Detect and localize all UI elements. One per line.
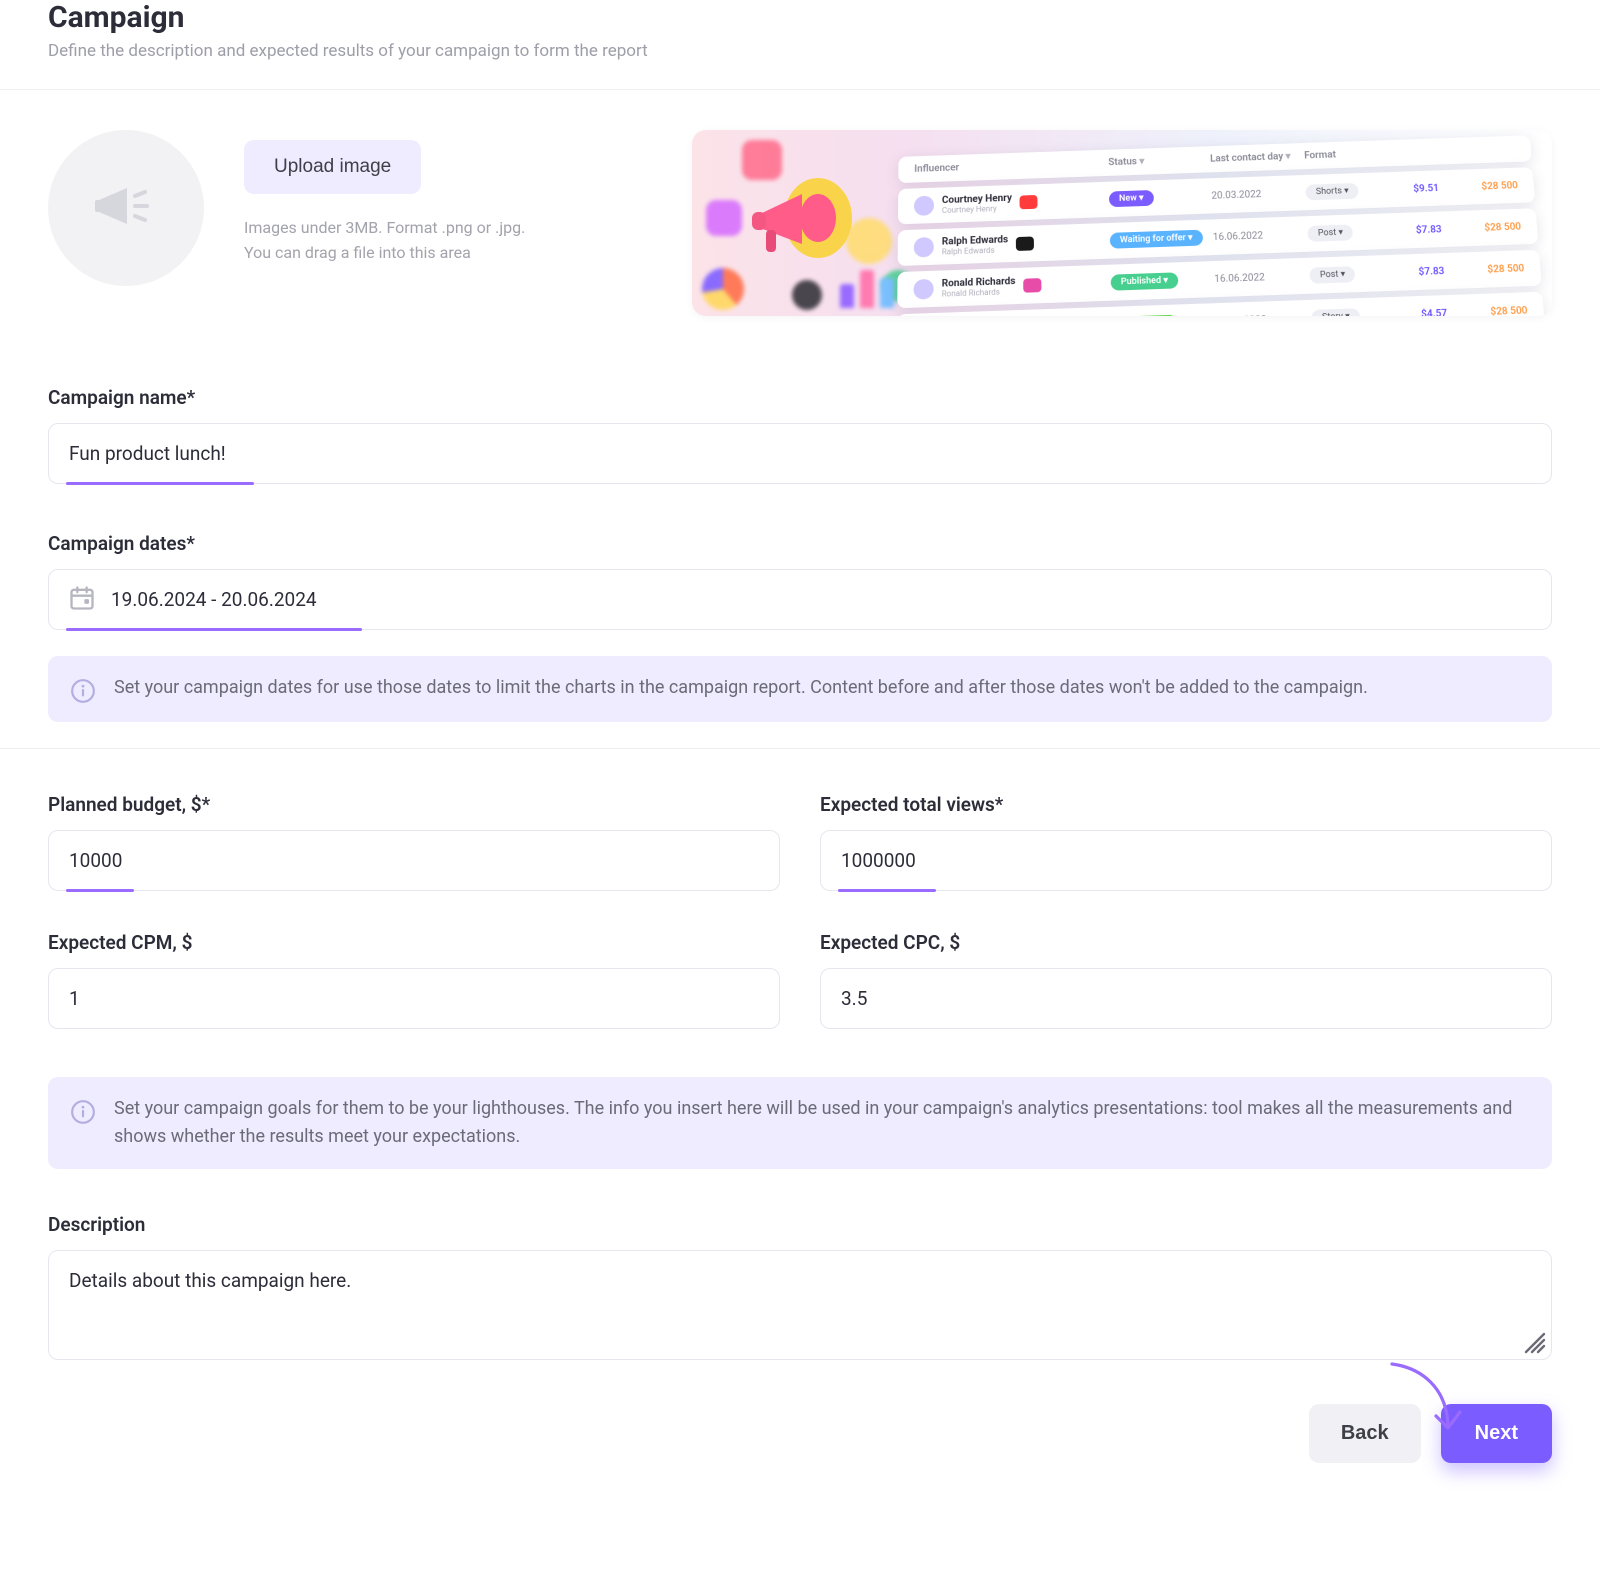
goals-info-text: Set your campaign goals for them to be y… [114,1095,1530,1151]
views-label: Expected total views* [820,793,1552,816]
resize-handle-icon[interactable] [1520,1328,1546,1358]
dates-info-text: Set your campaign dates for use those da… [114,674,1368,702]
back-button[interactable]: Back [1309,1404,1421,1463]
cpm-label: Expected CPM, $ [48,931,780,954]
input-underline [66,628,362,631]
page-subtitle: Define the description and expected resu… [48,41,1552,61]
views-input[interactable] [820,830,1552,891]
goals-info-box: Set your campaign goals for them to be y… [48,1077,1552,1169]
input-underline [838,889,936,892]
campaign-name-input[interactable] [48,423,1552,484]
next-button[interactable]: Next [1441,1404,1552,1463]
preview-illustration: InfluencerStatus ▾Last contact day ▾Form… [692,130,1552,316]
divider [0,748,1600,749]
upload-image-button[interactable]: Upload image [244,140,421,194]
megaphone-icon [91,178,161,238]
campaign-dates-label: Campaign dates* [48,532,1552,555]
description-textarea[interactable] [48,1250,1552,1360]
campaign-name-label: Campaign name* [48,386,1552,409]
input-underline [66,482,254,485]
cpc-label: Expected CPC, $ [820,931,1552,954]
campaign-dates-input[interactable] [48,569,1552,630]
upload-hint: Images under 3MB. Format .png or .jpg. Y… [244,216,525,266]
calendar-icon [68,584,96,616]
info-icon [70,1099,96,1125]
dates-info-box: Set your campaign dates for use those da… [48,656,1552,722]
budget-label: Planned budget, $* [48,793,780,816]
page-title: Campaign [48,0,1552,35]
input-underline [66,889,134,892]
cpc-input[interactable] [820,968,1552,1029]
cpm-input[interactable] [48,968,780,1029]
campaign-image-placeholder[interactable] [48,130,204,286]
info-icon [70,678,96,704]
description-label: Description [48,1213,1552,1236]
divider [0,89,1600,90]
budget-input[interactable] [48,830,780,891]
